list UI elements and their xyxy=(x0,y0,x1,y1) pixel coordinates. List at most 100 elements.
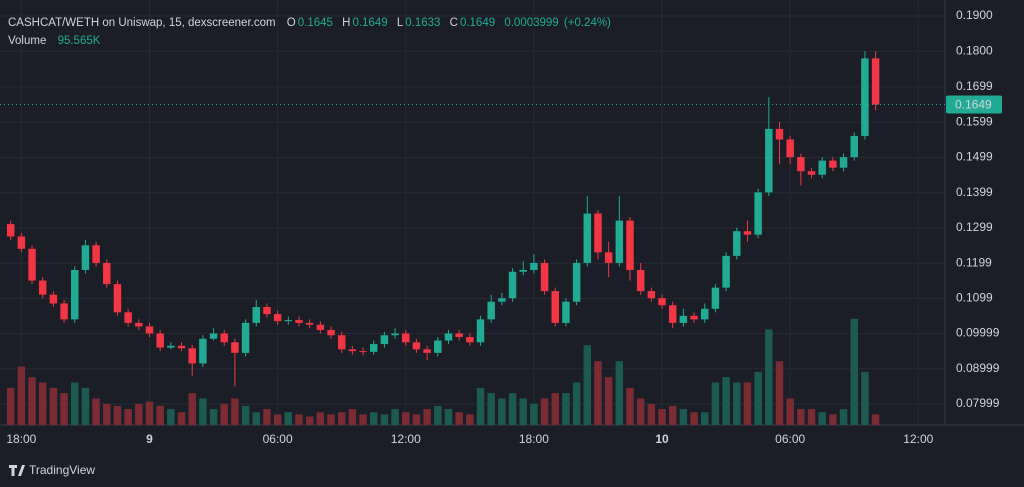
volume-bar xyxy=(252,412,261,425)
x-tick-label: 18:00 xyxy=(6,432,36,446)
volume-bar xyxy=(369,412,378,425)
brand-logo xyxy=(9,465,25,476)
y-tick-label: 0.08999 xyxy=(956,361,1000,375)
volume-bar xyxy=(305,416,314,425)
volume-bar xyxy=(209,409,218,425)
candle-body xyxy=(829,160,837,168)
volume-bar xyxy=(337,412,346,425)
candle-body xyxy=(231,342,239,353)
candle-body xyxy=(861,58,869,136)
candle-body xyxy=(775,128,784,140)
volume-bar xyxy=(668,405,677,425)
y-tick-label: 0.1399 xyxy=(956,185,993,199)
volume-bar xyxy=(423,409,431,425)
candle-body xyxy=(412,342,421,350)
candle-body xyxy=(156,333,164,348)
candle-body xyxy=(167,345,175,348)
volume-bar xyxy=(487,393,495,425)
candle-body xyxy=(701,308,709,320)
candle-body xyxy=(797,157,805,172)
volume-bar xyxy=(754,371,762,425)
legend-value: 0.1645 xyxy=(297,17,333,29)
volume-bar xyxy=(829,414,837,425)
volume-bar xyxy=(540,398,549,425)
candle-body xyxy=(124,312,132,323)
volume-bar xyxy=(348,409,357,425)
candle-body xyxy=(572,262,581,302)
candle-body xyxy=(743,231,752,235)
volume-bar xyxy=(434,405,442,425)
candle-body xyxy=(305,322,314,325)
volume-bar xyxy=(263,409,271,425)
chart-title: CASHCAT/WETH on Uniswap, 15, dexscreener… xyxy=(8,17,276,29)
candle-body xyxy=(103,262,111,285)
volume-bar xyxy=(199,398,207,425)
candle-body xyxy=(647,291,656,299)
candle-body xyxy=(263,307,271,315)
candle-body xyxy=(711,287,720,309)
y-tick-label: 0.1299 xyxy=(956,220,993,234)
volume-bar xyxy=(743,382,752,425)
candle-body xyxy=(316,324,325,330)
candle-body xyxy=(402,333,410,343)
candle-body xyxy=(92,245,100,263)
volume-bar xyxy=(177,412,186,425)
volume-bar xyxy=(284,412,293,425)
candle-body xyxy=(71,269,79,320)
y-tick-label: 0.1800 xyxy=(956,43,993,57)
y-tick-label: 0.1599 xyxy=(956,114,993,128)
volume-bar xyxy=(572,382,581,425)
candle-body xyxy=(754,192,762,235)
volume-bar xyxy=(455,412,463,425)
volume-bar xyxy=(861,371,869,425)
brand-name: TradingView xyxy=(29,463,95,477)
candle-body xyxy=(850,135,858,158)
candle-body xyxy=(658,298,666,306)
volume-bar xyxy=(594,361,602,425)
candle-body xyxy=(604,252,613,263)
candle-body xyxy=(60,303,68,320)
volume-bar xyxy=(103,403,111,425)
volume-bar xyxy=(135,403,143,425)
candle-body xyxy=(594,213,602,253)
y-tick-label: 0.07999 xyxy=(956,396,1000,410)
y-tick-label: 0.1699 xyxy=(956,79,993,93)
legend-key: O xyxy=(286,17,296,29)
x-tick-label: 12:00 xyxy=(391,432,421,446)
candle-body xyxy=(455,333,463,337)
y-tick-label: 0.09999 xyxy=(956,326,1000,340)
candle-body xyxy=(273,314,282,322)
legend-change-pct: (+0.24%) xyxy=(563,17,611,29)
legend-key: Volume xyxy=(8,35,47,47)
candle-body xyxy=(583,213,592,263)
candle-body xyxy=(765,128,773,193)
candle-body xyxy=(722,255,730,288)
volume-bar xyxy=(188,393,196,425)
volume-bar xyxy=(818,412,826,425)
candle-body xyxy=(487,301,495,320)
legend-value: 0.1633 xyxy=(405,17,441,29)
candle-body xyxy=(177,345,186,349)
candle-body xyxy=(508,271,517,299)
volume-bar xyxy=(295,414,303,425)
volume-bar xyxy=(690,412,698,425)
candle-body xyxy=(434,340,442,353)
volume-bar xyxy=(786,398,794,425)
volume-bar xyxy=(775,361,784,425)
volume-bar xyxy=(765,329,773,425)
legend-key: C xyxy=(449,17,458,29)
volume-bar xyxy=(658,409,666,425)
volume-bar xyxy=(508,393,517,425)
y-tick-label: 0.1499 xyxy=(956,150,993,164)
candle-body xyxy=(786,139,794,158)
candle-body xyxy=(679,315,688,323)
candle-body xyxy=(380,335,389,345)
volume-bar xyxy=(92,398,100,425)
candle-body xyxy=(391,333,399,336)
candle-body xyxy=(241,322,250,353)
candle-body xyxy=(81,245,90,270)
candle-body xyxy=(28,248,36,281)
candle-body xyxy=(498,298,506,302)
volume-bar xyxy=(530,403,538,425)
